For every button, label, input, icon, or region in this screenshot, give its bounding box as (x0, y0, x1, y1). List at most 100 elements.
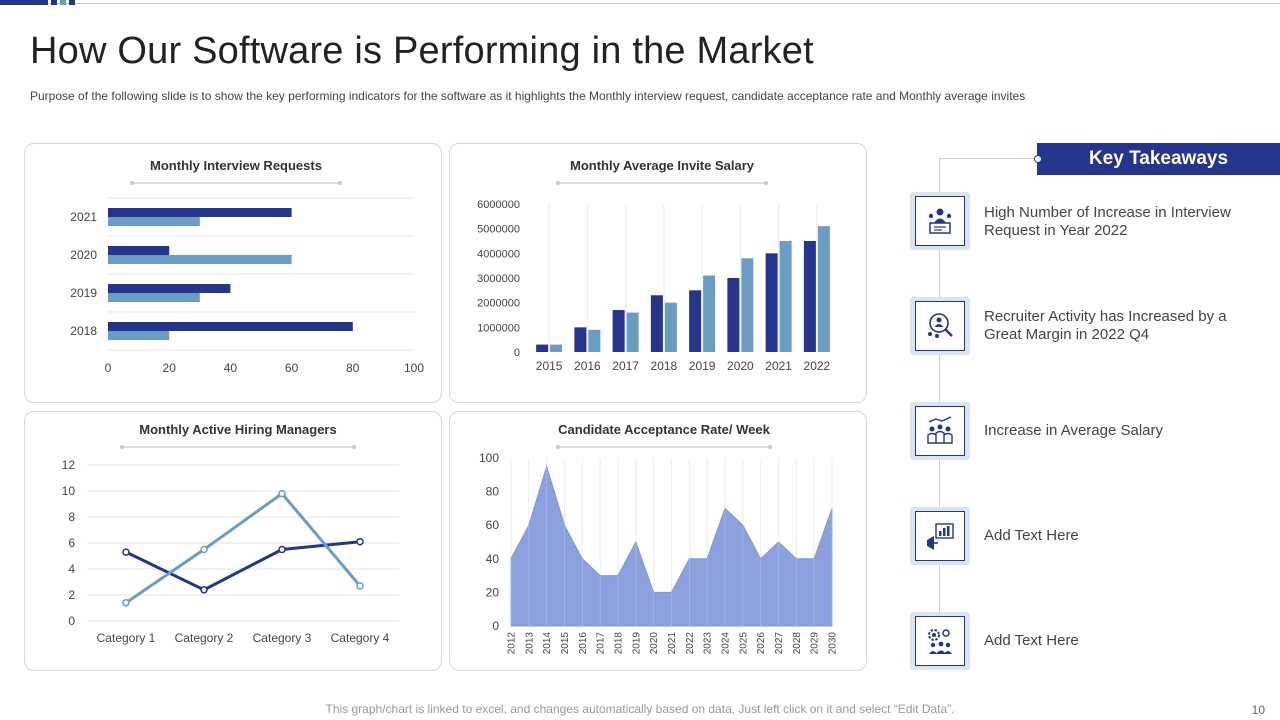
data-point (200, 586, 208, 594)
recruiter-search-icon (928, 313, 953, 338)
x-tick-label: Category 1 (97, 631, 156, 645)
bar (741, 258, 754, 352)
footer-note: This graph/chart is linked to excel, and… (325, 702, 955, 716)
chart-card-hiring-managers[interactable]: Monthly Active Hiring Managers 0 2 4 6 8 10 12 C… (24, 411, 442, 671)
x-tick-label: 2018 (614, 632, 625, 655)
data-point (278, 489, 286, 498)
key-takeaways-header: Key Takeaways (1037, 143, 1280, 175)
salary-growth-icon (927, 416, 953, 444)
x-tick-label: 2014 (542, 632, 553, 655)
x-tick-label: 20 (163, 361, 177, 375)
data-point (278, 545, 286, 554)
takeaway-3-icon-box (910, 402, 970, 460)
y-tick-label: 80 (486, 485, 500, 499)
y-tick-label: 2000000 (477, 298, 520, 310)
x-tick-label: 2015 (536, 359, 563, 373)
title-underline-dot (556, 181, 560, 185)
y-tick-label: 2021 (70, 210, 97, 224)
chart-title: Monthly Average Invite Salary (570, 158, 755, 173)
takeaway-5-text: Add Text Here (984, 632, 1079, 649)
bar (108, 293, 200, 302)
top-accent-bar (0, 0, 78, 5)
x-tick-label: 2023 (703, 632, 714, 655)
chart-card-interview-requests[interactable]: Monthly Interview Requests 0 20 40 60 80 100 20… (24, 143, 442, 403)
takeaway-2-text: Recruiter Activity has Increased by a Gr… (984, 308, 1227, 343)
takeaway-1-text: High Number of Increase in Interview Req… (984, 204, 1231, 239)
slide-subtitle: Purpose of the following slide is to sho… (30, 89, 1026, 103)
y-tick-label: 60 (486, 518, 500, 532)
chart-card-invite-salary[interactable]: Monthly Average Invite Salary 0 1000000 200… (449, 143, 867, 403)
y-tick-label: 4000000 (477, 248, 520, 260)
x-tick-label: 2020 (727, 359, 754, 373)
y-tick-label: 10 (62, 484, 76, 498)
y-tick-label: 100 (479, 451, 499, 465)
y-tick-label: 2 (68, 588, 75, 602)
x-tick-label: 2029 (810, 632, 821, 655)
x-tick-label: 2016 (574, 359, 601, 373)
bar (727, 278, 740, 352)
title-underline-dot (130, 181, 134, 185)
x-tick-label: 2019 (689, 359, 716, 373)
bar (664, 302, 677, 352)
title-underline-dot (768, 445, 772, 449)
data-point (200, 545, 208, 554)
x-tick-label: 2016 (578, 632, 589, 655)
bar (817, 226, 830, 352)
bar (765, 253, 778, 352)
y-tick-label: 0 (492, 619, 499, 633)
bar (550, 344, 563, 352)
area-series (510, 464, 833, 627)
takeaway-1-icon-box (910, 192, 970, 250)
y-tick-label: 3000000 (477, 273, 520, 285)
takeaway-2-icon-box (910, 297, 970, 355)
y-tick-label: 0 (68, 614, 75, 628)
data-point (356, 537, 364, 546)
takeaway-3-text: Increase in Average Salary (984, 422, 1163, 439)
bar (612, 310, 625, 352)
x-tick-label: 2027 (774, 632, 785, 655)
x-tick-label: 2030 (828, 632, 839, 655)
y-tick-label: 1000000 (477, 322, 520, 334)
bar (108, 322, 353, 331)
bar (689, 290, 702, 352)
invite-salary-chart: Monthly Average Invite Salary 0 1000000 200… (477, 158, 831, 373)
x-tick-label: 0 (105, 361, 112, 375)
bar (108, 255, 292, 264)
bar (108, 284, 231, 293)
y-tick-label: 2020 (70, 248, 97, 262)
x-tick-label: 2022 (804, 359, 831, 373)
bar (779, 241, 792, 352)
x-tick-label: 100 (404, 361, 424, 375)
chart-title: Monthly Interview Requests (150, 158, 322, 173)
y-tick-label: 5000000 (477, 224, 520, 236)
title-underline-dot (764, 181, 768, 185)
x-tick-label: Category 3 (253, 631, 312, 645)
y-tick-label: 2019 (70, 286, 97, 300)
top-rule (0, 3, 1280, 4)
series-line (125, 491, 362, 605)
data-point (122, 548, 130, 556)
y-tick-label: 12 (62, 458, 76, 472)
y-tick-label: 40 (486, 552, 500, 566)
bar (703, 275, 716, 352)
bar (108, 331, 170, 340)
title-underline-dot (120, 445, 124, 449)
bar (108, 208, 292, 217)
x-tick-label: 2012 (507, 632, 518, 655)
y-tick-label: 20 (486, 585, 500, 599)
takeaway-4-text: Add Text Here (984, 527, 1079, 544)
y-tick-label: 6 (68, 536, 75, 550)
y-tick-label: 6000000 (477, 199, 520, 211)
y-tick-label: 0 (514, 347, 520, 359)
x-tick-label: 60 (285, 361, 299, 375)
title-underline-dot (352, 445, 356, 449)
data-point (356, 582, 364, 590)
y-tick-label: 2018 (70, 324, 97, 338)
x-tick-label: 40 (224, 361, 238, 375)
y-tick-label: 4 (68, 562, 75, 576)
acceptance-rate-chart: Candidate Acceptance Rate/ Week 0 20 40 60 80… (479, 422, 839, 655)
chart-card-acceptance-rate[interactable]: Candidate Acceptance Rate/ Week 0 20 40 60 80… (449, 411, 867, 671)
hiring-managers-chart: Monthly Active Hiring Managers 0 2 4 6 8 10 12 C… (62, 422, 399, 645)
x-tick-label: 80 (346, 361, 360, 375)
x-tick-label: 2017 (596, 632, 607, 655)
